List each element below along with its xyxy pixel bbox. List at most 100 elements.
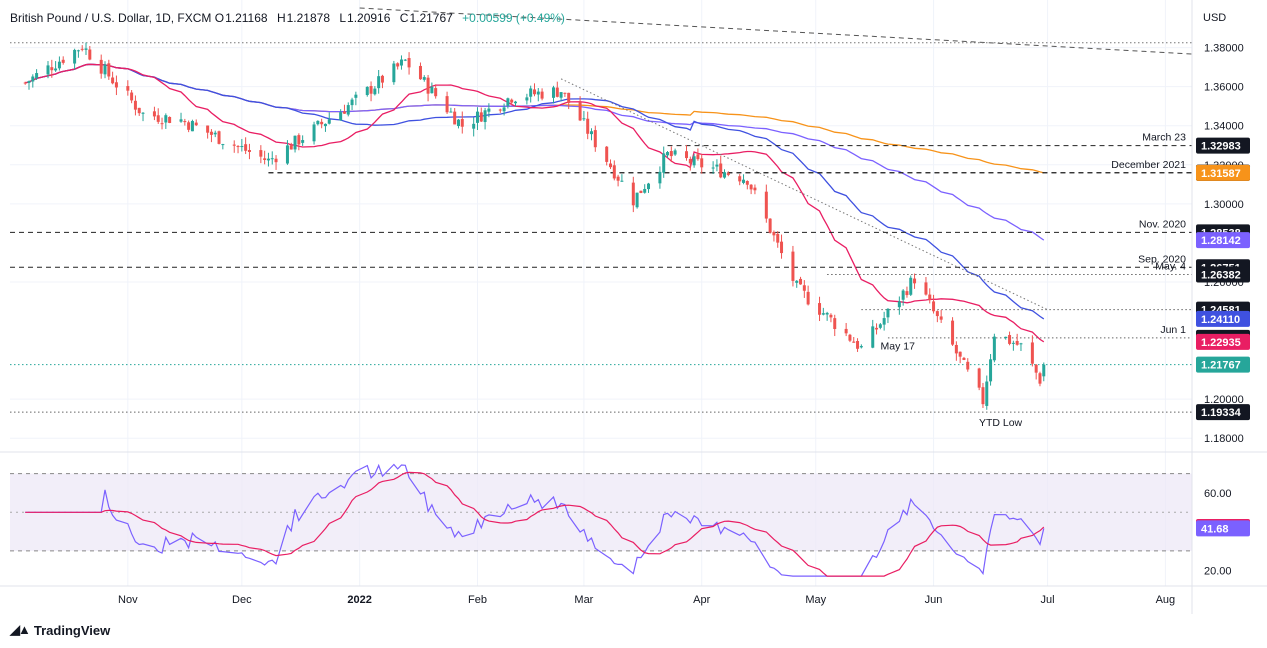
candle [1008,331,1012,346]
candle [897,296,901,315]
candle [609,159,613,170]
candle-body [247,150,251,153]
candle [418,62,422,80]
open-label: O [214,11,225,25]
candle-body [768,218,772,233]
candle-body [350,99,354,106]
candle-body [555,87,559,97]
ma-price-tag-box [1196,164,1250,181]
candle-body [878,324,882,328]
candle [320,118,324,129]
candle [369,81,373,102]
candle-body [723,172,727,178]
candle [179,112,183,123]
candle [274,155,278,170]
candle-body [418,65,422,80]
candle-body [1019,343,1023,345]
candle-body [297,135,301,145]
candle [156,108,160,124]
candle [46,61,50,79]
candle [396,62,400,70]
candle-body [460,119,464,127]
candle [738,174,742,186]
candle [776,231,780,248]
candle-body [320,121,324,125]
level-price-tag-box [1196,266,1250,283]
candle [559,92,563,102]
candle-body [23,82,27,84]
candle-body [559,92,563,98]
annotation-ytd-low: YTD Low [979,417,1023,429]
candle [878,322,882,330]
candle-body [194,122,198,126]
candle-body [662,153,666,173]
candle-body [852,341,856,343]
candle-body [1042,364,1046,377]
price-tick-label: 1.20000 [1204,394,1244,406]
candle-body [380,75,384,83]
candle [1019,342,1023,352]
candle-body [399,59,403,66]
candle-body [426,77,430,94]
candle [266,152,270,167]
candle-body [449,111,453,113]
candle [688,156,692,171]
candle-body [871,326,875,348]
candle [924,277,928,296]
tradingview-logo[interactable]: ◢▲ TradingView [10,622,110,638]
level-price-tag-text: 1.19334 [1201,407,1242,419]
candle [498,108,502,113]
candle [209,129,213,143]
candle-body [107,63,111,77]
time-tick-label: Apr [693,594,710,606]
candle [605,145,609,166]
rsi-signal-line [25,471,1045,577]
candle [859,344,863,349]
candle [1030,335,1034,367]
candle [61,56,65,65]
candle-body [88,49,92,60]
candle-body [1004,336,1008,339]
candle [685,144,689,161]
candle [696,148,700,161]
candle [213,130,217,138]
candle [1015,333,1019,346]
candle [719,155,723,179]
candle [510,98,514,106]
candle [160,117,164,130]
ma-price-tag: 1.28142 [1196,232,1250,249]
candle-body [658,171,662,184]
candle-body [688,159,692,164]
long-trendline [359,7,1193,55]
candle-body [1008,335,1012,344]
candle [206,125,210,139]
candle [270,151,274,165]
candle [954,341,958,361]
candle [354,91,358,106]
time-tick-label: Feb [468,594,487,606]
candle [430,82,434,94]
tradingview-logo-icon: ◢▲ [10,622,31,637]
candle-body [453,111,457,125]
candle [529,85,533,103]
rsi-pane: 60.00 20.00 [0,451,1267,577]
close-value: 1.21767 [409,11,453,25]
candle [133,95,137,116]
candle-body [57,61,61,69]
candle [951,317,955,346]
candle [745,180,749,190]
time-tick-label: May [805,594,826,606]
candle-body [958,351,962,357]
candle-body [152,111,156,117]
candle-body [103,64,107,75]
price-axis: 1.380001.360001.340001.320001.300001.260… [1204,43,1244,446]
rsi-value-tag-box [1196,520,1250,537]
candle-body [259,150,263,157]
candle [377,69,381,94]
candle [536,88,540,102]
candle-body [981,387,985,405]
candle [905,286,909,298]
candle-body [924,282,928,295]
candle-body [764,191,768,219]
